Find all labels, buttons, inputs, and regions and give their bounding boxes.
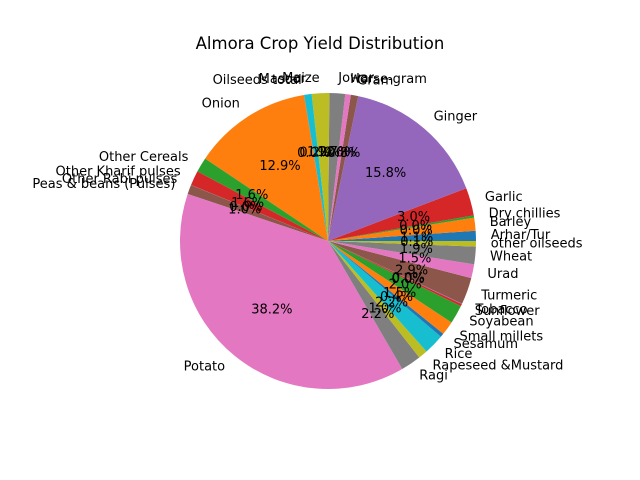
- slice-percent-arhar-tur: 1.1%: [400, 230, 433, 245]
- slice-label-oilseeds-total: Oilseeds total: [213, 73, 302, 88]
- slice-label-garlic: Garlic: [485, 190, 523, 205]
- pie-slice-sesamum: [328, 241, 444, 337]
- slice-percent-masoor: 0.2%: [299, 146, 332, 161]
- pie-slice-other-oilseeds: [328, 241, 476, 247]
- slice-label-other-oilseeds: other oilseeds: [491, 237, 583, 252]
- pie-slice-masoor: [304, 93, 328, 241]
- slice-label-small-millets: Small millets: [460, 329, 544, 344]
- slice-percent-other-rabi-pulses: 0.0%: [229, 200, 262, 215]
- slice-label-sunflower: Sunflower: [475, 304, 541, 319]
- pie-slice-barley: [328, 217, 476, 241]
- slice-percent-other-oilseeds: 0.1%: [400, 235, 433, 250]
- slice-percent-ragi: 2.2%: [361, 307, 394, 322]
- pie-slice-turmeric: [328, 241, 472, 304]
- slice-percent-turmeric: 2.9%: [395, 264, 428, 279]
- pie-slice-rice: [328, 241, 441, 352]
- slice-percent-sunflower: 0.0%: [391, 272, 424, 287]
- slice-percent-gram: 0.8%: [327, 146, 360, 161]
- pie-slice-maize: [311, 93, 330, 241]
- slice-percent-barley: 0.0%: [400, 223, 433, 238]
- pie-slice-other-cereals: [197, 158, 328, 241]
- slice-percent-rice: 2.2%: [375, 296, 408, 311]
- chart-title: Almora Crop Yield Distribution: [196, 34, 445, 53]
- slice-label-other-kharif-pulses: Other Kharif pulses: [56, 164, 181, 179]
- pie-slice-rapeseed-mustard: [328, 241, 427, 358]
- slice-percent-sesamum: 0.4%: [380, 290, 413, 305]
- slice-percent-ginger: 15.8%: [365, 166, 406, 181]
- pie-slice-dry-chillies: [328, 215, 475, 241]
- pie-slices: [179, 93, 476, 389]
- pie-slice-soyabean: [328, 241, 461, 323]
- slice-label-rapeseed-mustard: Rapeseed &Mustard: [433, 358, 564, 373]
- slice-label-horse-gram: Horse-gram: [350, 72, 427, 87]
- pie-slice-small-millets: [328, 241, 452, 334]
- slice-label-tobacco: Tobacco: [474, 303, 527, 318]
- pie-slice-jowar: [328, 93, 346, 241]
- slice-percent-soyabean: 2.0%: [389, 278, 422, 293]
- pie-slice-gram: [328, 94, 359, 241]
- pie-slice-oilseeds-total: [303, 94, 328, 242]
- pie-slice-peas-beans-pulses: [187, 185, 328, 241]
- slice-percent-wheat: 1.9%: [400, 242, 433, 257]
- pie-slice-other-kharif-pulses: [191, 171, 328, 241]
- slice-label-wheat: Wheat: [490, 250, 532, 265]
- pie-slice-ginger: [328, 96, 467, 242]
- slice-label-potato: Potato: [184, 360, 225, 375]
- slice-label-masoor: Masoor: [259, 72, 307, 87]
- slice-percent-maize: 1.2%: [307, 145, 340, 160]
- slice-label-arhar-tur: Arhar/Tur: [491, 228, 551, 243]
- pie-slice-ragi: [328, 241, 420, 370]
- slice-label-gram: Gram: [357, 73, 393, 88]
- slice-label-rice: Rice: [445, 347, 473, 362]
- pie-slice-onion: [205, 94, 328, 242]
- pie-slice-garlic: [328, 188, 474, 241]
- slice-percent-oilseeds-total: 0.0%: [297, 146, 330, 161]
- slice-percent-peas-beans-pulses: 1.0%: [228, 203, 261, 218]
- slice-label-maize: Maize: [282, 71, 320, 86]
- slice-label-other-cereals: Other Cereals: [99, 150, 189, 165]
- slice-label-sesamum: Sesamum: [454, 337, 519, 352]
- slice-percent-tobacco: 0.0%: [392, 271, 425, 286]
- slice-percent-other-cereals: 1.6%: [235, 188, 268, 203]
- slice-label-barley: Barley: [490, 215, 532, 230]
- slice-percent-urad: 1.5%: [398, 252, 431, 267]
- pie-slice-sunflower: [328, 241, 462, 307]
- slice-label-ragi: Ragi: [419, 368, 448, 383]
- pie-slice-potato: [179, 193, 403, 389]
- pie-slice-horse-gram: [328, 94, 351, 241]
- slice-percent-dry-chillies: 0.0%: [399, 219, 432, 234]
- pie-slice-arhar-tur: [328, 230, 476, 241]
- slice-label-other-rabi-pulses: Other Rabi pulses: [62, 172, 178, 187]
- slice-percent-potato: 38.2%: [251, 302, 292, 317]
- slice-label-jowar: Jowar: [337, 71, 374, 86]
- pie-slice-tobacco: [328, 241, 463, 305]
- pie-slice-urad: [328, 241, 475, 279]
- slice-percent-garlic: 3.0%: [397, 210, 430, 225]
- slice-label-urad: Urad: [487, 267, 518, 282]
- slice-percent-small-millets: 1.5%: [383, 286, 416, 301]
- slice-label-dry-chillies: Dry chillies: [489, 207, 561, 222]
- slice-percent-onion: 12.9%: [259, 159, 300, 174]
- pie-slice-other-rabi-pulses: [190, 185, 328, 241]
- pie-slice-wheat: [328, 241, 476, 265]
- slice-label-turmeric: Turmeric: [480, 289, 537, 304]
- slice-percent-jowar: 1.7%: [317, 145, 350, 160]
- slice-label-onion: Onion: [202, 97, 240, 112]
- slice-percent-rapeseed-mustard: 1.0%: [368, 302, 401, 317]
- slice-percent-horse-gram: 0.6%: [323, 146, 356, 161]
- slice-label-soyabean: Soyabean: [469, 314, 533, 329]
- pie-percent-labels: 1.1%0.0%0.0%3.0%15.8%0.8%0.6%1.7%1.2%0.2…: [228, 145, 433, 322]
- slice-label-peas-beans-pulses: Peas & beans (Pulses): [32, 177, 175, 192]
- slice-percent-other-kharif-pulses: 1.6%: [231, 196, 264, 211]
- slice-label-ginger: Ginger: [434, 110, 478, 125]
